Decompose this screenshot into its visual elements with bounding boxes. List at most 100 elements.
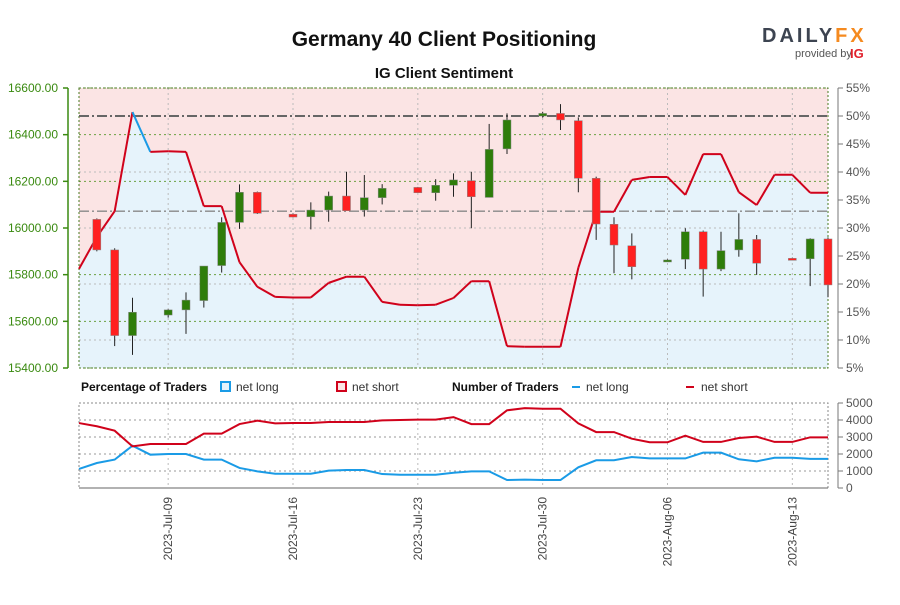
sentiment-line-segment: [631, 176, 650, 181]
candle: [681, 228, 690, 270]
date-tick-label: 2023-Aug-06: [661, 497, 675, 567]
candle-body: [716, 250, 726, 270]
legend-num-short: net short: [701, 380, 748, 394]
legend-pct-long-swatch: [220, 381, 231, 392]
pct-tick-label: 50%: [846, 109, 870, 123]
sentiment-line-segment: [275, 295, 294, 299]
sentiment-line-segment: [168, 150, 187, 153]
sentiment-line-segment: [382, 300, 401, 306]
candle-body: [92, 219, 102, 251]
sentiment-line-segment: [310, 282, 330, 299]
candle: [591, 176, 601, 240]
candle: [734, 213, 744, 257]
candle-body: [538, 113, 547, 117]
candle-body: [128, 311, 137, 336]
candle-body: [324, 195, 333, 211]
candle: [413, 186, 423, 194]
price-tick-label: 16200.00: [8, 174, 58, 188]
net-short-count-line: [78, 407, 828, 448]
candle-body: [752, 239, 761, 264]
candle-body: [110, 249, 119, 336]
date-tick-label: 2023-Jul-09: [161, 497, 175, 561]
pct-tick-label: 10%: [846, 333, 870, 347]
sentiment-line-segment: [506, 345, 525, 348]
candle-body: [413, 187, 423, 194]
sentiment-line-segment: [417, 303, 436, 307]
candle: [253, 191, 262, 214]
net-long-count-line: [78, 444, 828, 482]
date-tick-label: 2023-Jul-16: [286, 497, 300, 561]
sentiment-line-segment: [666, 176, 687, 196]
candle-body: [449, 179, 458, 186]
pct-tick-label: 40%: [846, 165, 870, 179]
candle: [467, 171, 476, 229]
candle: [431, 179, 440, 201]
candle-body: [502, 119, 512, 150]
candle: [217, 217, 226, 273]
candle-body: [342, 195, 351, 211]
count-tick-label: 0: [846, 481, 853, 495]
sentiment-line-segment: [613, 179, 633, 213]
legend-pct-title: Percentage of Traders: [81, 380, 207, 394]
main-plot: 15400.00 15600.00 15800.00 16000.00 16200.00…: [8, 81, 870, 375]
candle-body: [556, 113, 565, 121]
candle: [181, 292, 191, 334]
candle-body: [681, 231, 690, 260]
sentiment-line-segment: [755, 174, 776, 206]
candle: [556, 104, 565, 130]
candle-body: [235, 192, 244, 223]
price-tick-label: 15600.00: [8, 314, 58, 328]
candle: [574, 117, 583, 193]
candle-body: [574, 120, 583, 179]
logo-brand: DAILYFX: [762, 25, 867, 47]
legend: Percentage of Traders net long net short…: [81, 380, 748, 394]
chart-title: Germany 40 Client Positioning: [292, 28, 597, 51]
candle-body: [698, 231, 708, 270]
candle-body: [591, 178, 601, 225]
sentiment-line-segment: [328, 275, 347, 284]
price-tick-label: 16000.00: [8, 221, 58, 235]
price-tick-label: 16600.00: [8, 81, 58, 95]
sentiment-line-segment: [113, 111, 134, 212]
sentiment-line-segment: [238, 261, 259, 288]
legend-num-long: net long: [586, 380, 629, 394]
candle: [199, 265, 209, 308]
candle: [538, 111, 547, 118]
candle: [288, 213, 298, 218]
count-tick-label: 2000: [846, 447, 873, 461]
candle: [128, 297, 137, 355]
trader-count-plot: 2023-Jul-09 2023-Jul-16 2023-Jul-23 2023-Ju…: [78, 396, 873, 567]
candle-body: [306, 209, 316, 218]
candle-body: [181, 299, 191, 311]
pct-tick-label: 15%: [846, 305, 870, 319]
plot-border: [78, 87, 829, 369]
candle: [788, 257, 797, 261]
date-tick-label: 2023-Jul-30: [536, 497, 550, 561]
legend-pct-long: net long: [236, 380, 279, 394]
candle: [663, 259, 672, 263]
candle-body: [609, 224, 619, 246]
candle: [449, 173, 458, 197]
count-tick-label: 4000: [846, 413, 873, 427]
candle-body: [377, 188, 387, 198]
candle: [235, 184, 244, 229]
candle-body: [360, 197, 369, 211]
logo-ig: IG: [850, 46, 864, 61]
dailyfx-logo: DAILYFX provided by IG: [762, 25, 867, 61]
candle: [92, 218, 102, 252]
price-tick-label: 15400.00: [8, 361, 58, 375]
candle: [698, 230, 708, 297]
legend-pct-short-swatch: [336, 381, 347, 392]
pct-tick-label: 25%: [846, 249, 870, 263]
candle-body: [734, 239, 744, 251]
logo-provided-by: provided by: [795, 48, 852, 60]
pct-tick-label: 5%: [846, 361, 864, 375]
sentiment-line-segment: [150, 150, 169, 153]
price-tick-label: 15800.00: [8, 268, 58, 282]
sentiment-line-segment: [559, 267, 580, 347]
candle: [502, 113, 512, 155]
candle-body: [484, 149, 494, 198]
sentiment-line-segment: [435, 297, 454, 306]
